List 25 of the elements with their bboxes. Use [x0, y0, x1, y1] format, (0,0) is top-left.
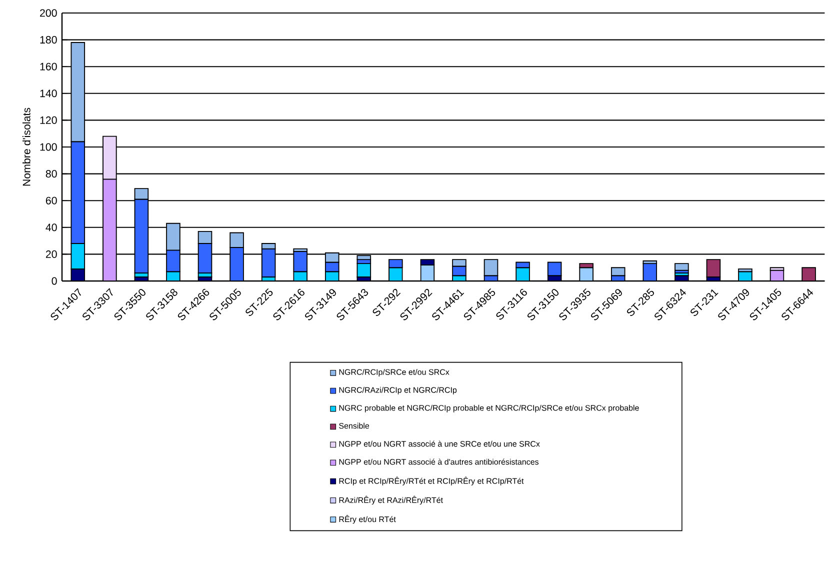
y-tick-label: 120 — [40, 116, 57, 124]
legend-label: NGPP et/ou NGRT associé à d'autres antibiorésistances — [339, 458, 539, 465]
bar — [356, 263, 372, 278]
y-tick-label: 0 — [52, 277, 57, 285]
legend-label: RÊry et/ou RTét — [339, 515, 396, 524]
legend-label: NGRC probable et NGRC/RCIp probable et NGRC/RCIp/SRCe et/ou SRCx probable — [339, 404, 639, 412]
legend-label: RCIp et RCIp/RÊry/RTét et RCIp/RÊry et RCIp/RTét — [339, 476, 524, 486]
legend-label: Sensible — [339, 422, 370, 429]
legend-label: NGRC/RCIp/SRCe et/ou SRCx — [339, 368, 450, 376]
y-tick-label: 200 — [40, 9, 57, 17]
y-tick-label: 80 — [46, 170, 57, 178]
legend-label: NGRC/RAzi/RCIp et NGRC/RCIp — [339, 386, 457, 394]
legend-label: NGPP et/ou NGRT associé à une SRCe et/ou une SRCx — [339, 440, 540, 447]
legend-label: RAzi/RÊry et RAzi/RÊry/RTét — [339, 496, 443, 505]
y-tick-label: 100 — [40, 143, 57, 151]
y-tick-label: 160 — [40, 62, 57, 70]
y-tick-label: 60 — [46, 196, 57, 204]
y-axis-title: Nombre d'isolats — [22, 108, 30, 186]
bar — [356, 255, 372, 260]
y-tick-label: 40 — [46, 224, 57, 232]
bar — [706, 259, 721, 278]
y-tick-label: 140 — [40, 90, 57, 98]
y-tick-label: 180 — [40, 36, 57, 44]
bar — [674, 263, 689, 271]
y-tick-label: 20 — [46, 250, 57, 258]
